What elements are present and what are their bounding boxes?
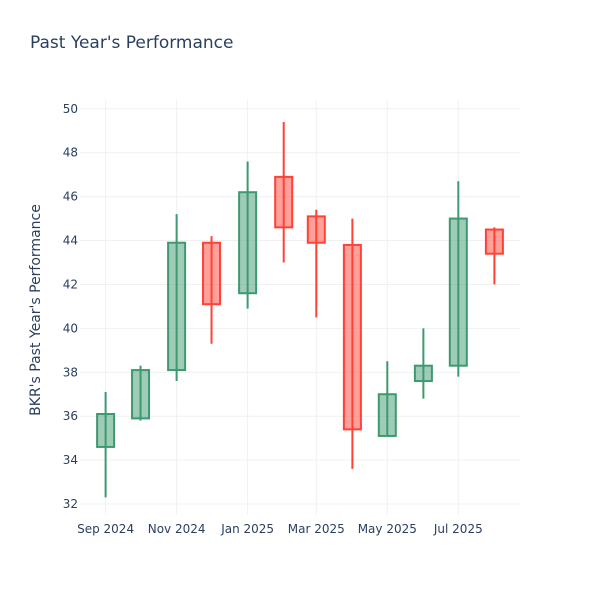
y-tick-label: 46 [63,190,78,204]
y-tick-label: 50 [63,102,78,116]
x-tick-label: Jul 2025 [433,522,483,536]
x-tick-label: Jan 2025 [220,522,274,536]
y-tick-label: 34 [63,453,78,467]
candle-decreasing [202,236,222,344]
candle-body [448,217,468,367]
axis-ticks: 32 34 36 38 40 42 44 46 48 50 Sep 2024 Nov 2024 Jan … [63,102,483,536]
candle-increasing [238,161,258,309]
candle-increasing [377,361,397,437]
x-tick-label: Mar 2025 [288,522,345,536]
y-tick-label: 32 [63,497,78,511]
candle-increasing [413,328,433,399]
candle-body [413,364,433,383]
x-tick-label: May 2025 [358,522,417,536]
y-tick-label: 36 [63,409,78,423]
chart-title: Past Year's Performance [30,33,234,53]
candle-body [377,393,397,437]
x-tick-label: Nov 2024 [148,522,206,536]
candle-body [342,243,362,431]
candle-decreasing [306,209,326,318]
y-tick-label: 38 [63,365,78,379]
candle-body [96,412,116,448]
candle-increasing [167,214,187,382]
candle-increasing [131,365,151,421]
x-tick-label: Sep 2024 [77,522,134,536]
candle-body [484,228,504,255]
candle-body [131,369,151,420]
candles [96,121,504,498]
y-axis-title: BKR's Past Year's Performance [28,204,44,416]
candle-decreasing [274,121,294,263]
candle-body [238,191,258,295]
candle-increasing [96,392,116,498]
y-tick-label: 40 [63,321,78,335]
candle-decreasing [484,227,504,285]
y-tick-label: 44 [63,234,78,248]
candle-increasing [448,181,468,377]
candle-body [306,215,326,244]
candle-body [274,175,294,229]
candle-decreasing [342,218,362,469]
y-tick-label: 48 [63,146,78,160]
candle-body [202,241,222,306]
y-tick-label: 42 [63,277,78,291]
candle-body [167,241,187,372]
